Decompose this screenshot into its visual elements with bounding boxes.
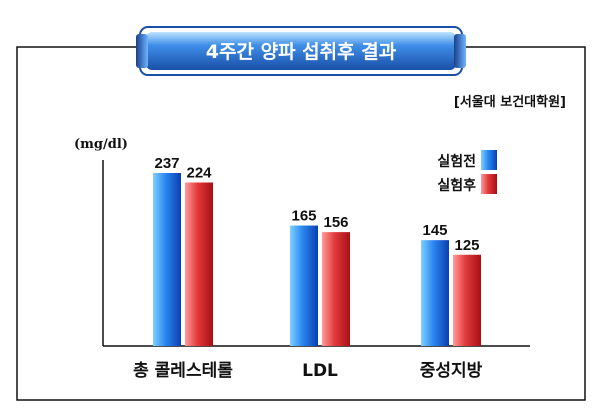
- legend-label-before: 실험전: [437, 153, 476, 170]
- category-label-1: LDL: [302, 361, 338, 381]
- category-label-0: 총 콜레스테롤: [133, 361, 233, 381]
- legend-label-after: 실험후: [437, 177, 476, 194]
- data-label-after-1: 156: [323, 214, 348, 231]
- value-labels-group: 237 224 165 156 145 125: [154, 155, 479, 254]
- source-label: [서울대 보건대학원]: [454, 94, 566, 110]
- chart-title: 4주간 양파 섭취후 결과: [206, 41, 397, 63]
- bar-after-2: [453, 254, 481, 346]
- data-label-before-1: 165: [291, 208, 316, 225]
- bar-after-0: [185, 182, 213, 346]
- bars-group: [153, 173, 481, 346]
- legend: 실험전 실험후: [437, 150, 497, 194]
- category-label-2: 중성지방: [420, 361, 483, 381]
- bar-before-2: [421, 240, 449, 346]
- title-banner: 4주간 양파 섭취후 결과: [136, 26, 466, 76]
- legend-swatch-after: [481, 174, 497, 194]
- bar-before-1: [290, 225, 318, 346]
- data-label-before-0: 237: [154, 155, 179, 172]
- data-label-before-2: 145: [422, 222, 447, 239]
- bar-before-0: [153, 173, 181, 346]
- category-labels-group: 총 콜레스테롤 LDL 중성지방: [133, 361, 483, 381]
- bar-after-1: [322, 232, 350, 346]
- data-label-after-2: 125: [454, 237, 479, 254]
- data-label-after-0: 224: [186, 164, 212, 181]
- y-axis-unit: (mg/dl): [74, 137, 128, 152]
- legend-swatch-before: [481, 150, 497, 170]
